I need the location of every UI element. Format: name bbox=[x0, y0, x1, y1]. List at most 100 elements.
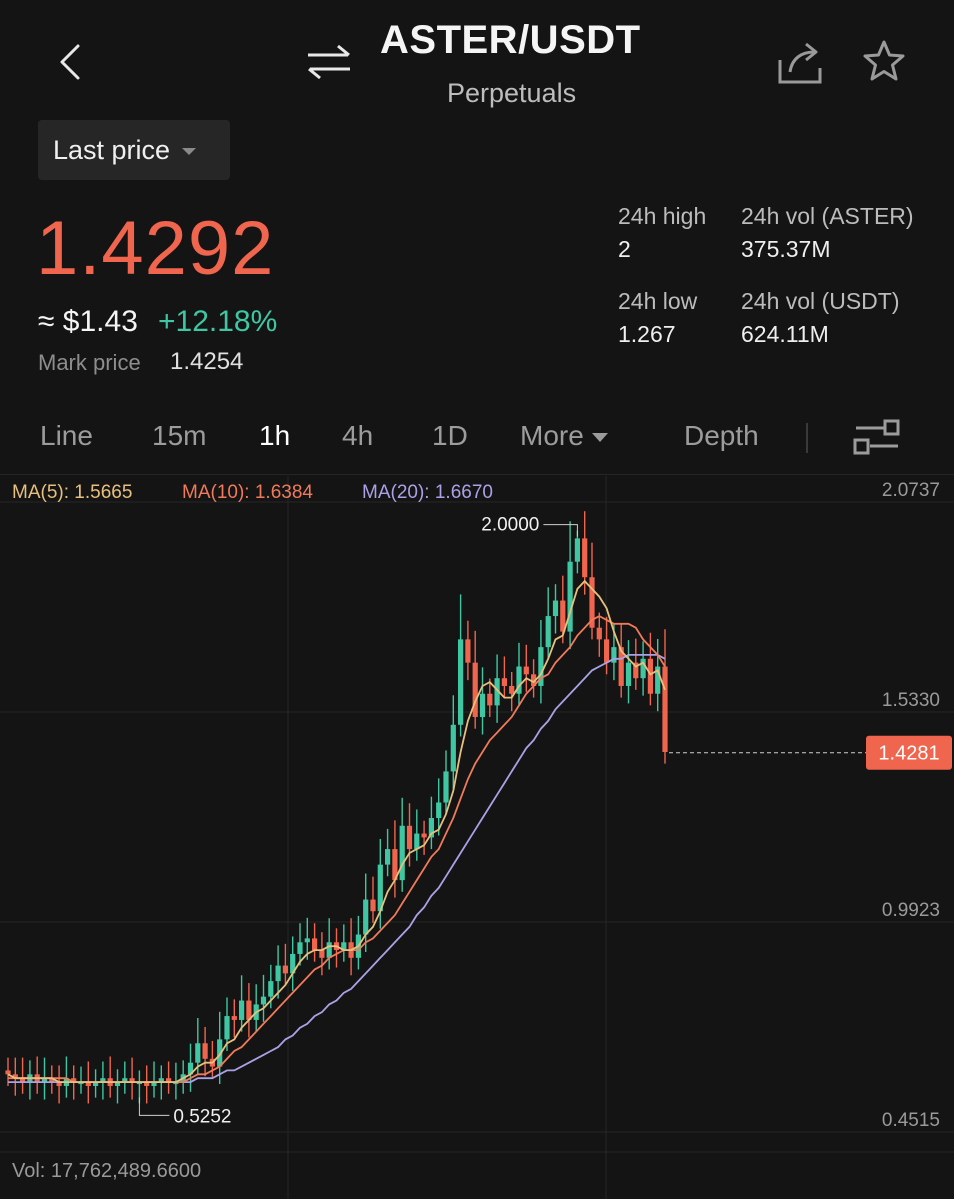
candle bbox=[625, 640, 632, 704]
candle bbox=[647, 632, 653, 706]
ma10-label: MA(10): 1.6384 bbox=[182, 482, 313, 503]
candle bbox=[231, 999, 237, 1038]
candle bbox=[370, 876, 376, 923]
tab-15m[interactable]: 15m bbox=[152, 420, 207, 451]
candle bbox=[545, 587, 551, 659]
low-marker-label: 0.5252 bbox=[173, 1106, 231, 1127]
y-tick-label: 1.5330 bbox=[882, 690, 940, 711]
candle bbox=[531, 659, 537, 698]
candle bbox=[567, 521, 573, 650]
candle bbox=[275, 945, 281, 999]
candle bbox=[78, 1066, 84, 1094]
candle bbox=[202, 1026, 208, 1077]
vol-quote-label: 24h vol (USDT) bbox=[741, 288, 900, 314]
candle bbox=[589, 542, 595, 640]
current-price-label: 1.4281 bbox=[878, 743, 939, 765]
candle bbox=[458, 594, 464, 737]
candle bbox=[472, 630, 478, 729]
candle bbox=[428, 796, 434, 850]
candle bbox=[304, 917, 310, 960]
tab-4h[interactable]: 4h bbox=[342, 420, 374, 451]
candle bbox=[326, 918, 332, 970]
volume-label: Vol: 17,762,489.6600 bbox=[12, 1160, 202, 1182]
market-type-label: Perpetuals bbox=[447, 78, 577, 108]
ma5-label: MA(5): 1.5665 bbox=[12, 482, 133, 503]
candle bbox=[144, 1065, 150, 1104]
chevron-down-icon bbox=[591, 433, 608, 443]
usd-price: ≈ $1.43 bbox=[38, 305, 138, 338]
candle bbox=[34, 1056, 40, 1094]
candle bbox=[187, 1043, 194, 1092]
candle bbox=[436, 778, 442, 836]
candle bbox=[406, 803, 413, 867]
candle bbox=[516, 642, 522, 706]
candle bbox=[100, 1061, 106, 1100]
current-price-badge bbox=[866, 735, 952, 770]
tab-divider bbox=[806, 423, 808, 453]
candle bbox=[195, 1018, 201, 1075]
candlestick-chart[interactable]: 2.0737 1.5330 0.9923 0.4515 1.4281 2.0000 0.5… bbox=[0, 476, 954, 1199]
candle bbox=[465, 620, 471, 681]
chart-settings-icon[interactable] bbox=[852, 418, 902, 456]
share-icon[interactable] bbox=[774, 38, 826, 88]
candle bbox=[574, 530, 580, 574]
tab-1h[interactable]: 1h bbox=[259, 420, 291, 451]
candle bbox=[596, 612, 602, 657]
price-type-dropdown[interactable]: Last price bbox=[38, 120, 230, 180]
candle bbox=[392, 820, 398, 898]
candle bbox=[618, 623, 624, 698]
vol-quote-value: 624.11M bbox=[741, 321, 829, 347]
candle bbox=[114, 1069, 121, 1104]
ma20-label: MA(20): 1.6670 bbox=[362, 482, 493, 503]
candle bbox=[640, 641, 646, 696]
mark-price-value: 1.4254 bbox=[170, 348, 244, 375]
candle bbox=[319, 932, 325, 976]
high-marker-line bbox=[543, 524, 578, 537]
page-title: ASTER/USDT bbox=[380, 18, 641, 62]
candle bbox=[151, 1061, 157, 1098]
tab-more[interactable]: More bbox=[520, 420, 608, 452]
last-price: 1.4292 bbox=[36, 206, 275, 291]
candle bbox=[538, 619, 544, 704]
y-tick-label: 0.4515 bbox=[882, 1110, 940, 1131]
candle bbox=[20, 1057, 26, 1094]
candle bbox=[246, 983, 252, 1038]
candle bbox=[633, 638, 639, 690]
candle bbox=[107, 1056, 113, 1098]
candle bbox=[49, 1065, 55, 1094]
low-value: 1.267 bbox=[618, 321, 676, 347]
candle bbox=[129, 1057, 135, 1100]
candle bbox=[414, 809, 420, 861]
candle bbox=[341, 924, 347, 962]
candle bbox=[312, 923, 318, 962]
candle bbox=[282, 943, 288, 986]
candle bbox=[27, 1060, 33, 1100]
candle bbox=[217, 1011, 223, 1085]
high-marker-label: 2.0000 bbox=[481, 515, 539, 536]
tab-line[interactable]: Line bbox=[40, 420, 93, 451]
tab-1d[interactable]: 1D bbox=[432, 420, 468, 451]
candle bbox=[655, 638, 661, 712]
y-tick-label: 2.0737 bbox=[882, 480, 940, 501]
candle bbox=[290, 936, 296, 991]
candle bbox=[377, 838, 383, 929]
candle bbox=[479, 667, 486, 735]
candle bbox=[604, 616, 610, 675]
candle bbox=[297, 923, 303, 966]
candle bbox=[224, 997, 230, 1052]
star-icon[interactable] bbox=[860, 38, 908, 84]
ma20-line bbox=[8, 653, 666, 1083]
y-tick-label: 0.9923 bbox=[882, 900, 940, 921]
tab-depth[interactable]: Depth bbox=[684, 420, 759, 451]
low-marker-line bbox=[138, 1097, 170, 1116]
tab-more-label: More bbox=[520, 420, 584, 451]
candle bbox=[348, 918, 354, 976]
back-icon[interactable] bbox=[52, 40, 92, 84]
candle bbox=[443, 750, 449, 815]
swap-icon[interactable] bbox=[304, 42, 354, 82]
candle bbox=[552, 584, 559, 634]
candle bbox=[260, 974, 267, 1022]
candle bbox=[421, 820, 427, 855]
high-value: 2 bbox=[618, 236, 631, 262]
candle bbox=[253, 984, 259, 1032]
